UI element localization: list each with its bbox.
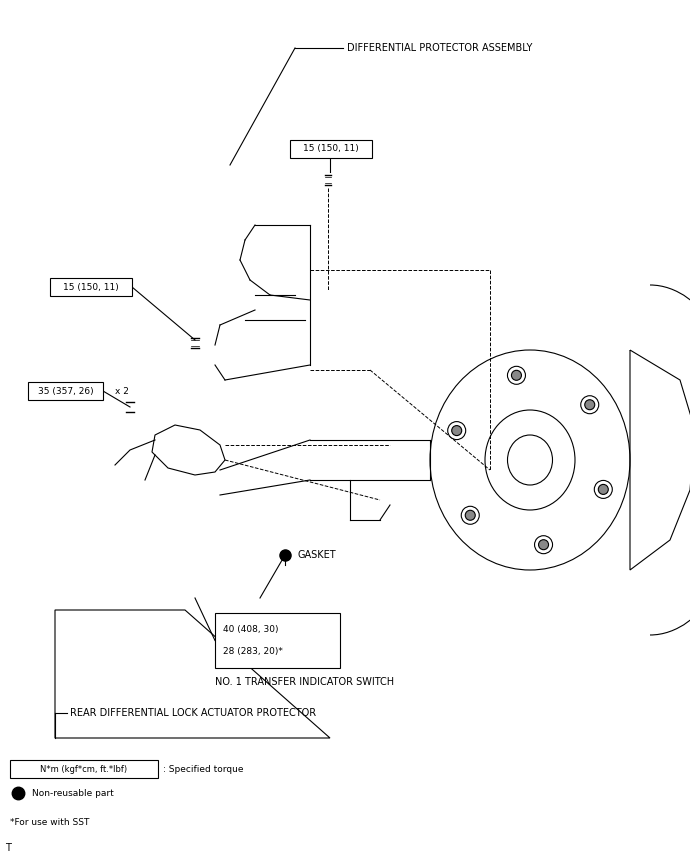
Circle shape: [452, 426, 462, 435]
Circle shape: [507, 366, 526, 384]
Bar: [215, 613, 340, 668]
Text: *For use with SST: *For use with SST: [10, 817, 90, 827]
Text: GASKET: GASKET: [297, 550, 335, 560]
Bar: [28, 382, 103, 400]
Text: REAR DIFFERENTIAL LOCK ACTUATOR PROTECTOR: REAR DIFFERENTIAL LOCK ACTUATOR PROTECTO…: [70, 708, 316, 718]
Circle shape: [594, 481, 612, 498]
Circle shape: [581, 396, 599, 414]
Text: NO. 1 TRANSFER INDICATOR SWITCH: NO. 1 TRANSFER INDICATOR SWITCH: [215, 677, 394, 687]
Text: T: T: [5, 843, 11, 853]
Bar: [50, 278, 132, 296]
Circle shape: [598, 485, 609, 494]
Circle shape: [465, 510, 475, 521]
Circle shape: [448, 422, 466, 439]
Bar: [290, 140, 372, 158]
Bar: [10, 760, 158, 778]
Text: 15 (150, 11): 15 (150, 11): [303, 144, 359, 154]
Circle shape: [535, 536, 553, 554]
Circle shape: [461, 506, 480, 524]
Text: 40 (408, 30): 40 (408, 30): [223, 624, 279, 634]
Circle shape: [584, 400, 595, 410]
Text: 28 (283, 20)*: 28 (283, 20)*: [223, 646, 283, 656]
Text: DIFFERENTIAL PROTECTOR ASSEMBLY: DIFFERENTIAL PROTECTOR ASSEMBLY: [347, 43, 533, 53]
Text: x 2: x 2: [115, 386, 129, 396]
Text: Non-reusable part: Non-reusable part: [32, 788, 114, 798]
Text: N*m (kgf*cm, ft.*lbf): N*m (kgf*cm, ft.*lbf): [41, 764, 128, 774]
Circle shape: [511, 370, 522, 380]
Circle shape: [538, 540, 549, 550]
Text: 15 (150, 11): 15 (150, 11): [63, 282, 119, 292]
Text: : Specified torque: : Specified torque: [163, 764, 244, 774]
Text: 35 (357, 26): 35 (357, 26): [38, 386, 93, 396]
